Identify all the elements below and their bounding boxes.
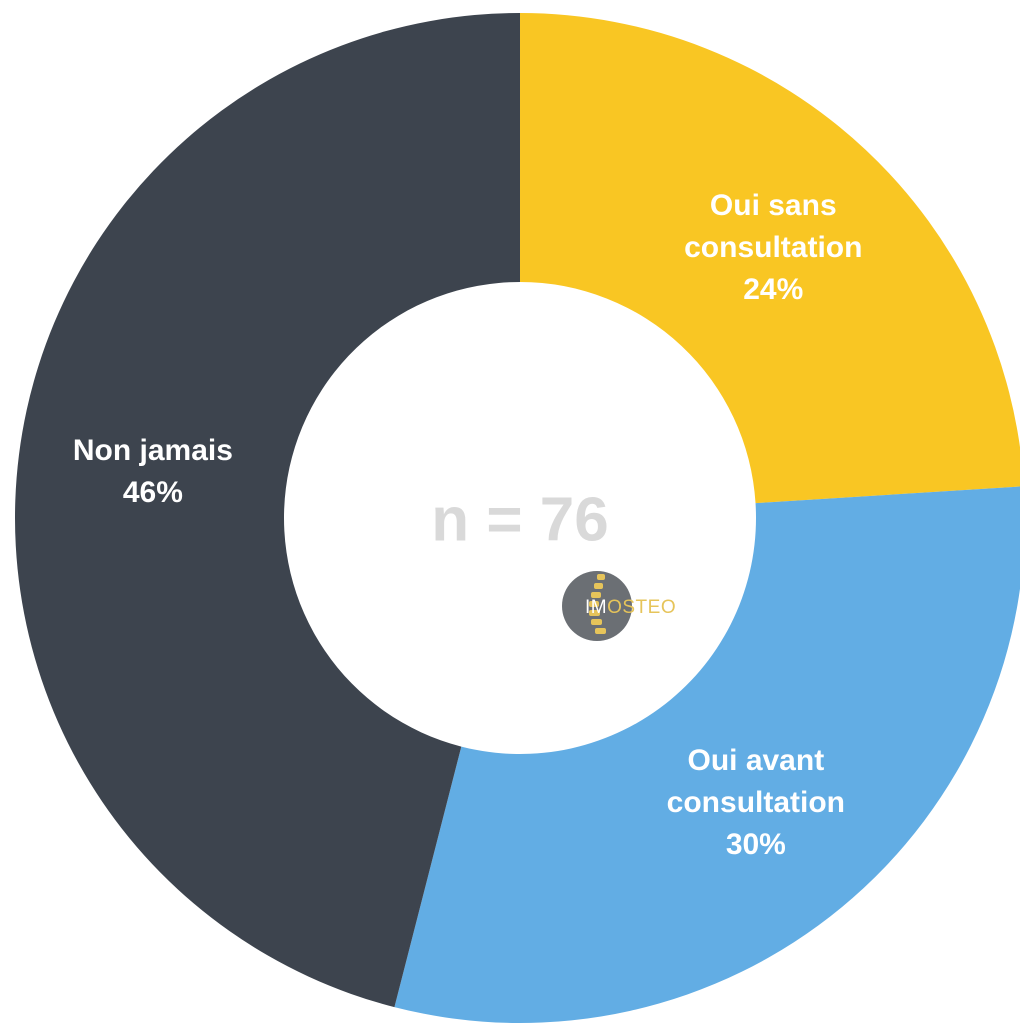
- slice: [520, 13, 1020, 504]
- category-label: Oui avant consultation: [666, 744, 846, 820]
- logo-im: IM: [585, 597, 608, 618]
- logo-text: IMOSTEO: [585, 597, 676, 619]
- slice-label: Oui sans consultation 24%: [653, 185, 893, 311]
- slice: [394, 486, 1020, 1023]
- category-label: Non jamais: [72, 433, 233, 467]
- logo-spine: [589, 574, 606, 634]
- center-text: n = 76: [431, 485, 609, 555]
- value-label: 30%: [725, 828, 786, 862]
- slice-label: Non jamais 46%: [33, 430, 273, 514]
- value-label: 24%: [743, 273, 804, 307]
- value-label: 46%: [122, 475, 183, 509]
- logo-osteo: OSTEO: [607, 597, 677, 618]
- slice: [14, 13, 520, 1008]
- category-label: Oui sans consultation: [684, 189, 863, 265]
- slice-label: Oui avant consultation 30%: [636, 740, 876, 866]
